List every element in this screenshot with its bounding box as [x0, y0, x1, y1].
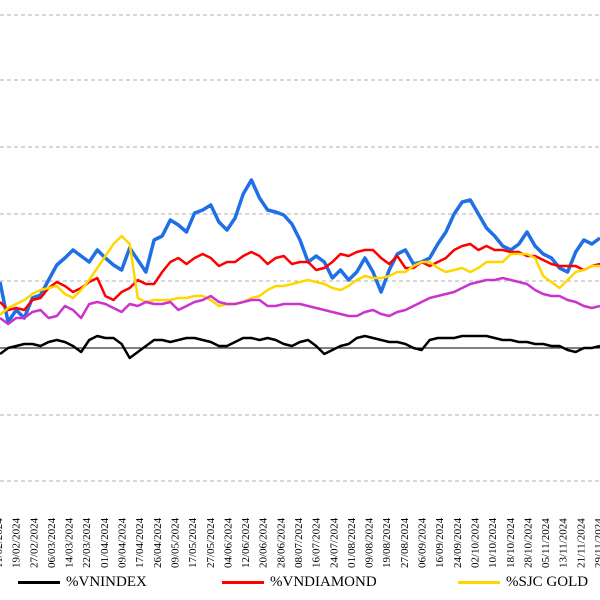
- x-tick-label: 17/05/2024: [187, 517, 199, 568]
- x-tick-label: 05/11/2024: [540, 518, 552, 568]
- x-tick-label: 12/06/2024: [240, 517, 252, 568]
- x-tick-label: 11/02/2024: [0, 518, 5, 568]
- legend-item-vndiamond: %VNDIAMOND: [222, 574, 377, 591]
- x-tick-label: 20/06/2024: [258, 517, 270, 568]
- x-tick-label: 02/10/2024: [470, 517, 482, 568]
- x-tick-label: 17/04/2024: [134, 517, 146, 568]
- chart: 11/02/2024 19/02/2024 27/02/2024 06/03/2024…: [0, 14, 600, 568]
- x-tick-label: 14/03/2024: [64, 517, 76, 568]
- series-lines: [0, 178, 600, 360]
- x-tick-label: 21/11/2024: [575, 518, 587, 568]
- x-tick-label: 16/09/2024: [434, 517, 446, 568]
- x-tick-label: 26/04/2024: [152, 517, 164, 568]
- legend: %VNINDEX %VNDIAMOND %SJC GOLD: [0, 574, 600, 600]
- legend-item-sjc-gold: %SJC GOLD: [458, 574, 588, 591]
- x-tick-labels: 11/02/2024 19/02/2024 27/02/2024 06/03/2024…: [0, 517, 600, 568]
- legend-label-sjc-gold: %SJC GOLD: [506, 574, 589, 590]
- series-line-vndiamond: [0, 242, 600, 312]
- x-tick-label: 27/05/2024: [205, 517, 217, 568]
- x-tick-label: 29/11/2024: [593, 518, 600, 568]
- x-tick-label: 19/02/2024: [11, 517, 23, 568]
- x-tick-label: 18/10/2024: [505, 517, 517, 568]
- x-tick-label: 10/10/2024: [487, 517, 499, 568]
- legend-item-vnindex: %VNINDEX: [18, 574, 147, 591]
- series-line-blue: [0, 178, 600, 324]
- legend-swatch-sjc-gold: [458, 581, 500, 584]
- legend-label-vnindex: %VNINDEX: [66, 574, 147, 590]
- x-tick-label: 08/07/2024: [293, 517, 305, 568]
- x-tick-label: 13/11/2024: [558, 518, 570, 568]
- x-tick-label: 27/08/2024: [399, 517, 411, 568]
- x-tick-label: 16/07/2024: [311, 517, 323, 568]
- x-tick-label: 28/06/2024: [275, 517, 287, 568]
- legend-label-vndiamond: %VNDIAMOND: [270, 574, 377, 590]
- legend-swatch-vndiamond: [222, 581, 264, 584]
- series-line-magenta: [0, 276, 600, 326]
- legend-swatch-vnindex: [18, 581, 60, 584]
- x-tick-label: 09/05/2024: [170, 517, 182, 568]
- x-tick-label: 01/04/2024: [99, 517, 111, 568]
- x-tick-label: 09/04/2024: [117, 517, 129, 568]
- x-tick-label: 04/06/2024: [222, 517, 234, 568]
- x-tick-label: 28/10/2024: [522, 517, 534, 568]
- x-tick-label: 24/09/2024: [452, 517, 464, 568]
- x-tick-label: 01/08/2024: [346, 517, 358, 568]
- series-line-sjcgold: [0, 234, 600, 316]
- x-tick-label: 22/03/2024: [81, 517, 93, 568]
- x-tick-label: 09/08/2024: [364, 517, 376, 568]
- gridlines: [0, 14, 600, 482]
- x-tick-label: 19/08/2024: [381, 517, 393, 568]
- x-tick-label: 24/07/2024: [328, 517, 340, 568]
- x-tick-label: 06/09/2024: [417, 517, 429, 568]
- series-line-vnindex: [0, 334, 600, 360]
- x-tick-label: 06/03/2024: [46, 517, 58, 568]
- x-tick-label: 27/02/2024: [28, 517, 40, 568]
